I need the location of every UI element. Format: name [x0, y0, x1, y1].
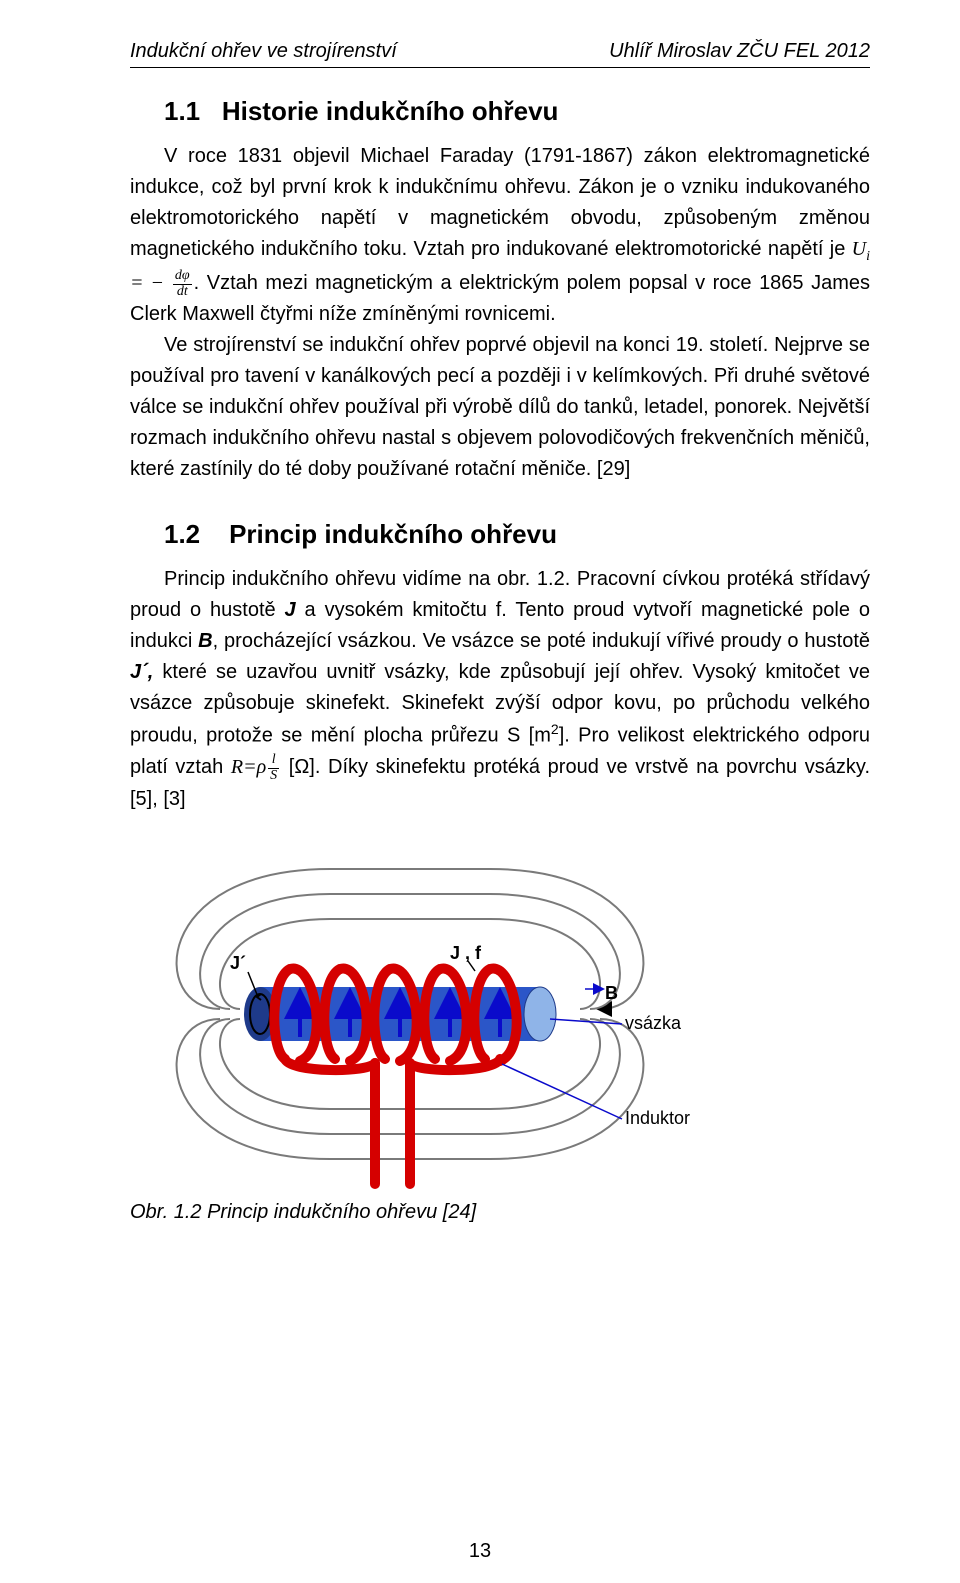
s12-c: , procházející vsázkou. Ve vsázce se pot… [213, 630, 870, 652]
label-vsazka: vsázka [625, 1013, 682, 1033]
formula-ui-eq: = − [130, 272, 171, 294]
s11-p2: Ve strojírenství se indukční ohřev poprv… [130, 334, 870, 480]
figure-1-2: J´ J , f B vsázka Induktor Obr. 1.2 Prin… [130, 849, 870, 1224]
section-1-1-title: Historie indukčního ohřevu [222, 96, 559, 126]
section-1-2-heading: 1.2 Princip indukčního ohřevu [164, 519, 870, 550]
formula-ui-lhs: U [852, 238, 866, 260]
formula-ui-den: dt [173, 285, 192, 300]
section-1-1-number: 1.1 [164, 96, 200, 126]
s11-p1a: V roce 1831 objevil Michael Faraday (179… [130, 145, 870, 260]
formula-ui-num: dφ [173, 269, 192, 285]
s12-J: J [285, 599, 296, 621]
label-induktor: Induktor [625, 1108, 690, 1128]
s12-sup2: 2 [551, 721, 559, 737]
s12-B: B [198, 630, 212, 652]
page-number: 13 [0, 1540, 960, 1563]
label-Jf: J , f [450, 943, 482, 963]
header-left: Indukční ohřev ve strojírenství [130, 40, 397, 63]
formula-ui-frac: dφdt [173, 269, 192, 299]
formula-r-lhs: R=ρ [231, 756, 266, 778]
header-right: Uhlíř Miroslav ZČU FEL 2012 [609, 40, 870, 63]
formula-r-den: S [268, 769, 279, 784]
page: Indukční ohřev ve strojírenství Uhlíř Mi… [0, 0, 960, 1583]
section-1-2-body: Princip indukčního ohřevu vidíme na obr.… [130, 564, 870, 814]
s11-p1b: . Vztah mezi magnetickým a elektrickým p… [130, 272, 870, 326]
figure-caption: Obr. 1.2 Princip indukčního ohřevu [24] [130, 1201, 870, 1224]
formula-r-frac: lS [268, 753, 279, 783]
induction-diagram: J´ J , f B vsázka Induktor [130, 849, 690, 1189]
section-1-1-heading: 1.1 Historie indukčního ohřevu [164, 96, 870, 127]
section-1-1-body: V roce 1831 objevil Michael Faraday (179… [130, 141, 870, 485]
section-1-2-title: Princip indukčního ohřevu [229, 519, 557, 549]
label-Jprime: J´ [230, 953, 246, 973]
formula-r: R=ρlS [231, 756, 281, 778]
formula-ui-sub: i [866, 249, 870, 264]
s12-Jprime: J´, [130, 661, 153, 683]
formula-r-num: l [268, 753, 279, 769]
label-B: B [605, 983, 618, 1003]
running-head: Indukční ohřev ve strojírenství Uhlíř Mi… [130, 40, 870, 68]
section-1-2-number: 1.2 [164, 519, 200, 549]
